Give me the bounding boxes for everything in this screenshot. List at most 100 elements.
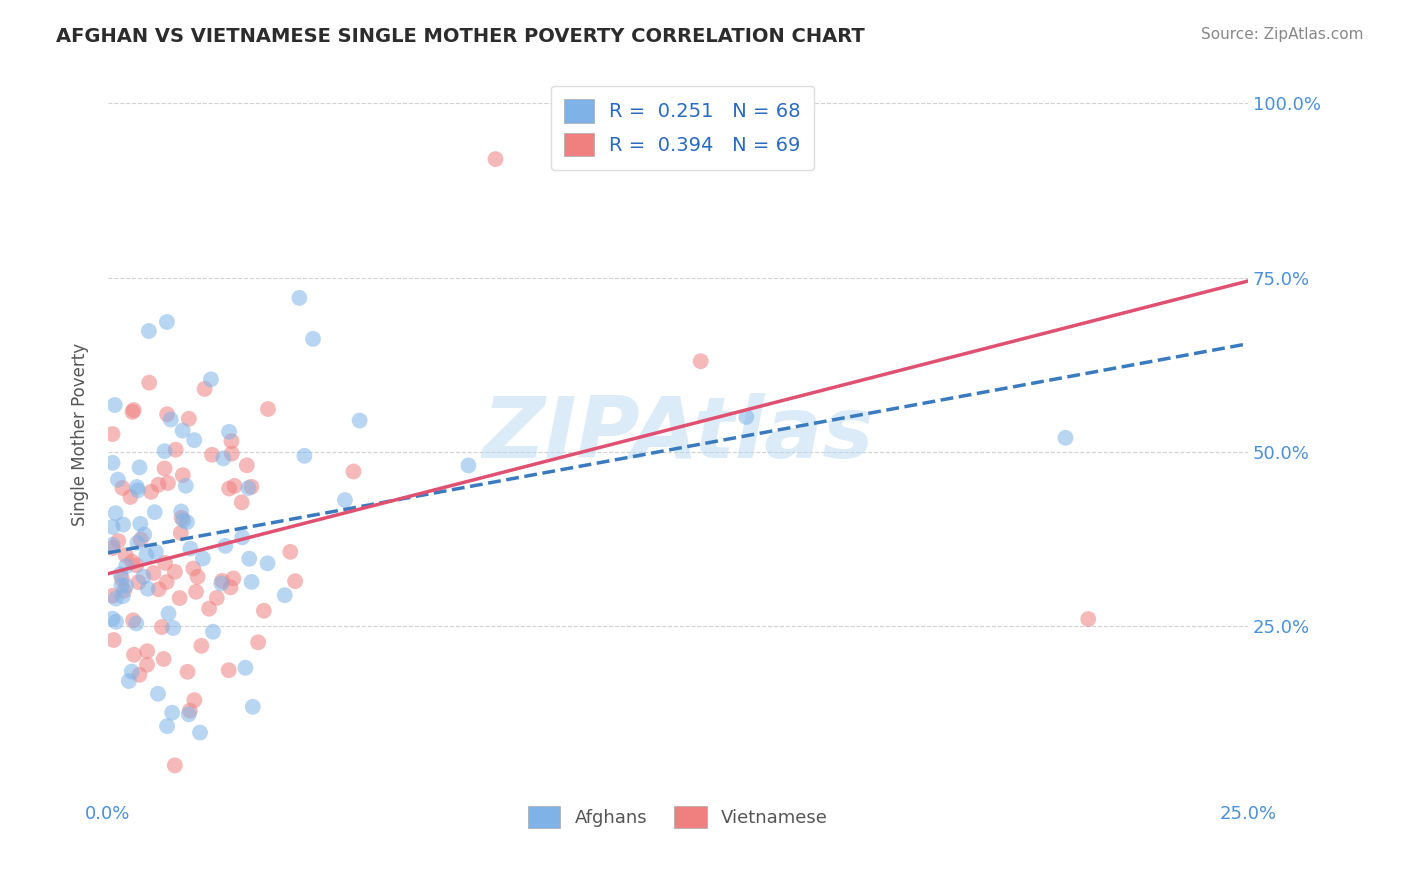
Text: AFGHAN VS VIETNAMESE SINGLE MOTHER POVERTY CORRELATION CHART: AFGHAN VS VIETNAMESE SINGLE MOTHER POVER…: [56, 27, 865, 45]
Point: [278, 545, 301, 559]
Point: [201, 624, 224, 639]
Point: [170, 511, 193, 525]
Point: [103, 632, 125, 647]
Legend: Afghans, Vietnamese: Afghans, Vietnamese: [520, 798, 835, 835]
Point: [129, 533, 152, 547]
Point: [183, 561, 205, 575]
Point: [104, 398, 127, 412]
Point: [224, 479, 246, 493]
Point: [231, 530, 253, 544]
Y-axis label: Single Mother Poverty: Single Mother Poverty: [72, 343, 89, 526]
Point: [101, 541, 124, 555]
Point: [101, 427, 124, 442]
Point: [205, 591, 228, 605]
Point: [284, 574, 307, 589]
Point: [129, 516, 152, 531]
Point: [172, 513, 194, 527]
Point: [127, 536, 149, 550]
Point: [190, 639, 212, 653]
Point: [256, 557, 278, 571]
Point: [134, 527, 156, 541]
Point: [177, 707, 200, 722]
Point: [221, 434, 243, 449]
Point: [136, 644, 159, 658]
Point: [153, 444, 176, 458]
Point: [689, 354, 711, 368]
Point: [120, 490, 142, 504]
Point: [183, 693, 205, 707]
Point: [457, 458, 479, 473]
Point: [125, 480, 148, 494]
Point: [194, 382, 217, 396]
Point: [105, 615, 128, 629]
Point: [125, 616, 148, 631]
Point: [257, 402, 280, 417]
Point: [247, 635, 270, 649]
Point: [143, 505, 166, 519]
Point: [121, 665, 143, 679]
Point: [110, 567, 132, 582]
Point: [221, 446, 243, 460]
Point: [107, 473, 129, 487]
Point: [153, 556, 176, 570]
Text: ZIPAtlas: ZIPAtlas: [482, 392, 873, 475]
Point: [156, 719, 179, 733]
Point: [122, 403, 145, 417]
Point: [179, 541, 201, 556]
Point: [114, 548, 136, 562]
Point: [142, 566, 165, 580]
Point: [135, 548, 157, 562]
Point: [191, 551, 214, 566]
Point: [201, 448, 224, 462]
Point: [121, 555, 143, 569]
Point: [231, 495, 253, 509]
Point: [104, 591, 127, 606]
Point: [112, 583, 135, 598]
Point: [176, 665, 198, 679]
Point: [219, 581, 242, 595]
Point: [111, 589, 134, 603]
Point: [212, 451, 235, 466]
Point: [125, 558, 148, 573]
Point: [139, 484, 162, 499]
Point: [138, 376, 160, 390]
Point: [170, 504, 193, 518]
Point: [176, 515, 198, 529]
Point: [302, 332, 325, 346]
Point: [122, 648, 145, 662]
Point: [101, 456, 124, 470]
Point: [183, 433, 205, 447]
Point: [127, 483, 149, 498]
Point: [187, 570, 209, 584]
Point: [162, 621, 184, 635]
Point: [170, 525, 193, 540]
Point: [146, 687, 169, 701]
Point: [235, 661, 257, 675]
Point: [333, 493, 356, 508]
Point: [240, 574, 263, 589]
Point: [128, 667, 150, 681]
Point: [240, 480, 263, 494]
Point: [177, 411, 200, 425]
Point: [342, 465, 364, 479]
Point: [222, 571, 245, 585]
Point: [111, 481, 134, 495]
Point: [174, 479, 197, 493]
Point: [101, 520, 124, 534]
Point: [111, 572, 134, 586]
Point: [101, 612, 124, 626]
Point: [160, 706, 183, 720]
Point: [218, 482, 240, 496]
Point: [238, 481, 260, 495]
Point: [188, 725, 211, 739]
Point: [236, 458, 259, 473]
Point: [122, 613, 145, 627]
Text: Source: ZipAtlas.com: Source: ZipAtlas.com: [1201, 27, 1364, 42]
Point: [150, 620, 173, 634]
Point: [115, 579, 138, 593]
Point: [292, 449, 315, 463]
Point: [128, 460, 150, 475]
Point: [157, 607, 180, 621]
Point: [179, 704, 201, 718]
Point: [152, 652, 174, 666]
